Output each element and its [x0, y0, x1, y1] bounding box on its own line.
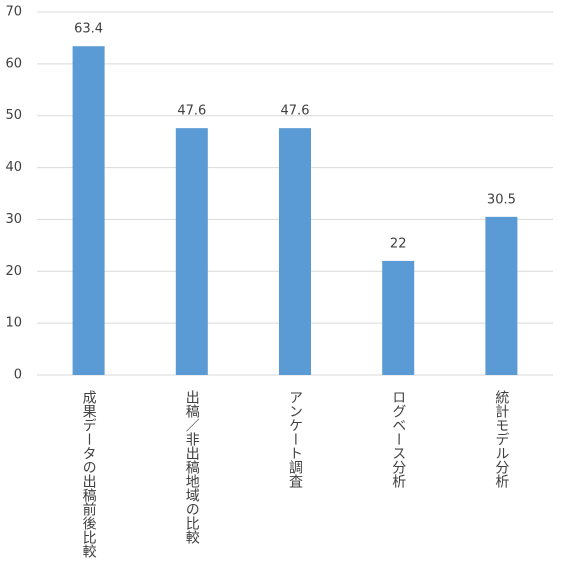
x-tick-label: 出稿／非出稿地域の比較 [184, 390, 200, 544]
data-label: 22 [390, 236, 407, 251]
bar [382, 260, 415, 375]
data-label: 63.4 [74, 22, 103, 37]
data-label: 30.5 [487, 192, 516, 207]
y-tick-label: 70 [5, 5, 22, 20]
data-label: 47.6 [177, 104, 206, 119]
y-tick-label: 10 [5, 316, 22, 331]
bar [175, 128, 208, 375]
y-tick-label: 60 [5, 56, 22, 71]
y-tick-label: 20 [5, 264, 22, 279]
x-tick-label: ログベース分析 [390, 390, 406, 488]
x-tick-label: アンケート調査 [287, 390, 303, 488]
bar [72, 46, 105, 376]
bar [485, 216, 518, 375]
data-label: 47.6 [281, 104, 310, 119]
y-tick-label: 0 [14, 368, 22, 383]
x-tick-label: 統計モデル分析 [493, 390, 509, 488]
y-tick-label: 50 [5, 108, 22, 123]
bar [279, 128, 311, 375]
y-tick-label: 30 [5, 212, 22, 227]
x-tick-label: 成果データの出稿前後比較 [81, 390, 97, 558]
y-tick-label: 40 [5, 160, 22, 175]
